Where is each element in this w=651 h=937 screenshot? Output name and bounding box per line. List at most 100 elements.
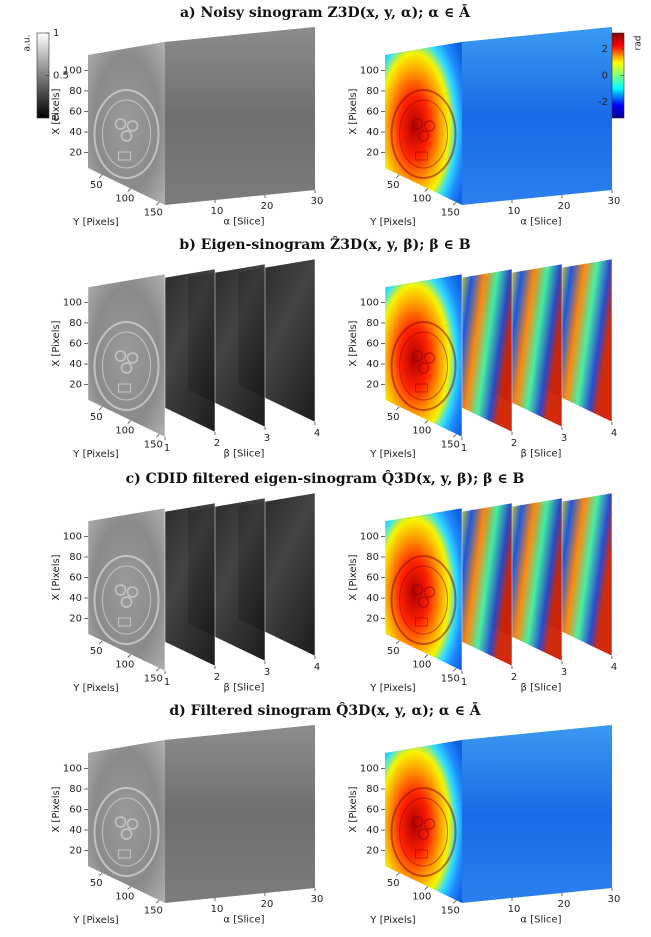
depth-tick-label: 10 <box>508 904 521 915</box>
x-tick-label: 100 <box>63 297 82 308</box>
depth-axis-label: β [Slice] <box>521 449 562 460</box>
x-tick-label: 40 <box>69 593 82 604</box>
depth-tick-label: 2 <box>511 672 517 683</box>
x-tick-label: 20 <box>69 148 82 159</box>
depth-tick-label: 30 <box>311 196 324 207</box>
x-tick-label: 80 <box>69 784 82 795</box>
y-tick <box>99 175 102 178</box>
x-axis-label: X [Pixels] <box>51 88 62 134</box>
x-axis-label: X [Pixels] <box>348 320 359 366</box>
amplitude-plot: 20406080100X [Pixels]50100150Y [Pixels]1… <box>51 493 320 694</box>
amplitude-plot: 20406080100X [Pixels]50100150Y [Pixels]1… <box>51 725 323 926</box>
depth-axis-label: β [Slice] <box>521 683 562 694</box>
depth-tick-label: 20 <box>261 201 274 212</box>
depth-tick-label: 20 <box>558 201 571 212</box>
y-tick <box>128 189 131 192</box>
depth-tick-label: 1 <box>461 443 467 454</box>
y-tick-label: 50 <box>387 878 400 889</box>
x-tick-label: 20 <box>366 380 379 391</box>
depth-tick-label: 4 <box>314 428 320 439</box>
x-tick-label: 60 <box>69 805 82 816</box>
x-tick-label: 60 <box>366 805 379 816</box>
x-axis-label: X [Pixels] <box>348 554 359 600</box>
depth-axis-label: α [Slice] <box>520 217 561 228</box>
x-axis-label: X [Pixels] <box>51 320 62 366</box>
x-tick-label: 20 <box>69 380 82 391</box>
y-tick-label: 150 <box>441 207 460 218</box>
y-tick <box>99 641 102 644</box>
x-tick-label: 40 <box>366 359 379 370</box>
x-tick-label: 60 <box>69 573 82 584</box>
depth-tick-label: 4 <box>611 428 617 439</box>
y-tick-label: 100 <box>412 660 431 671</box>
y-tick-label: 100 <box>412 426 431 437</box>
phase-plot: 20406080100X [Pixels]50100150Y [Pixels]1… <box>348 493 617 694</box>
depth-tick-label: 30 <box>608 894 621 905</box>
depth-tick-label: 10 <box>508 206 521 217</box>
y-tick-label: 100 <box>115 660 134 671</box>
depth-tick-label: 2 <box>214 438 220 449</box>
y-tick <box>156 900 159 903</box>
depth-tick-label: 30 <box>608 196 621 207</box>
x-axis-label: X [Pixels] <box>348 88 359 134</box>
x-tick-label: 40 <box>69 127 82 138</box>
y-tick <box>99 873 102 876</box>
y-tick-label: 100 <box>115 194 134 205</box>
y-axis-label: Y [Pixels] <box>72 217 119 228</box>
colorbar-label: a.u. <box>23 35 33 52</box>
y-tick <box>425 189 428 192</box>
y-tick-label: 50 <box>90 412 103 423</box>
x-tick-label: 40 <box>366 593 379 604</box>
y-tick <box>453 900 456 903</box>
depth-axis-label: α [Slice] <box>223 915 264 926</box>
x-tick-label: 20 <box>366 148 379 159</box>
depth-tick-label: 3 <box>561 667 567 678</box>
y-tick-label: 100 <box>412 892 431 903</box>
y-axis-label: Y [Pixels] <box>72 449 119 460</box>
x-tick-label: 40 <box>69 359 82 370</box>
y-tick-label: 150 <box>441 439 460 450</box>
y-axis-label: Y [Pixels] <box>369 915 416 926</box>
x-tick-label: 20 <box>366 614 379 625</box>
colorbar-tick-label: 0.5 <box>53 71 69 82</box>
y-tick-label: 50 <box>90 878 103 889</box>
x-tick-label: 60 <box>69 107 82 118</box>
panel-title: a) Noisy sinogram Z3D(x, y, α); α ∈ Ā <box>180 2 471 21</box>
x-tick-label: 40 <box>69 825 82 836</box>
depth-tick-label: 3 <box>264 433 270 444</box>
y-axis-label: Y [Pixels] <box>72 683 119 694</box>
y-tick-label: 100 <box>115 426 134 437</box>
x-tick-label: 80 <box>366 86 379 97</box>
y-tick-label: 150 <box>144 439 163 450</box>
volume-side <box>462 725 612 903</box>
y-axis-label: Y [Pixels] <box>369 217 416 228</box>
depth-tick-label: 1 <box>164 443 170 454</box>
y-tick <box>128 887 131 890</box>
y-tick-label: 150 <box>144 905 163 916</box>
panel-title: d) Filtered sinogram Q̂3D(x, y, α); α ∈ … <box>169 700 481 719</box>
x-axis-label: X [Pixels] <box>51 554 62 600</box>
depth-tick-label: 4 <box>611 662 617 673</box>
y-axis-label: Y [Pixels] <box>72 915 119 926</box>
x-axis-label: X [Pixels] <box>51 786 62 832</box>
y-tick <box>396 407 399 410</box>
depth-tick-label: 4 <box>314 662 320 673</box>
y-tick-label: 100 <box>115 892 134 903</box>
x-tick-label: 100 <box>63 763 82 774</box>
x-tick-label: 100 <box>360 297 379 308</box>
x-tick-label: 80 <box>366 784 379 795</box>
depth-tick-label: 3 <box>264 667 270 678</box>
y-tick <box>425 887 428 890</box>
x-tick-label: 20 <box>366 846 379 857</box>
depth-tick-label: 20 <box>558 899 571 910</box>
y-tick <box>425 421 428 424</box>
depth-tick-label: 10 <box>211 904 224 915</box>
depth-tick-label: 2 <box>214 672 220 683</box>
y-tick-label: 50 <box>90 180 103 191</box>
x-tick-label: 100 <box>360 763 379 774</box>
y-tick <box>396 175 399 178</box>
x-tick-label: 20 <box>69 614 82 625</box>
